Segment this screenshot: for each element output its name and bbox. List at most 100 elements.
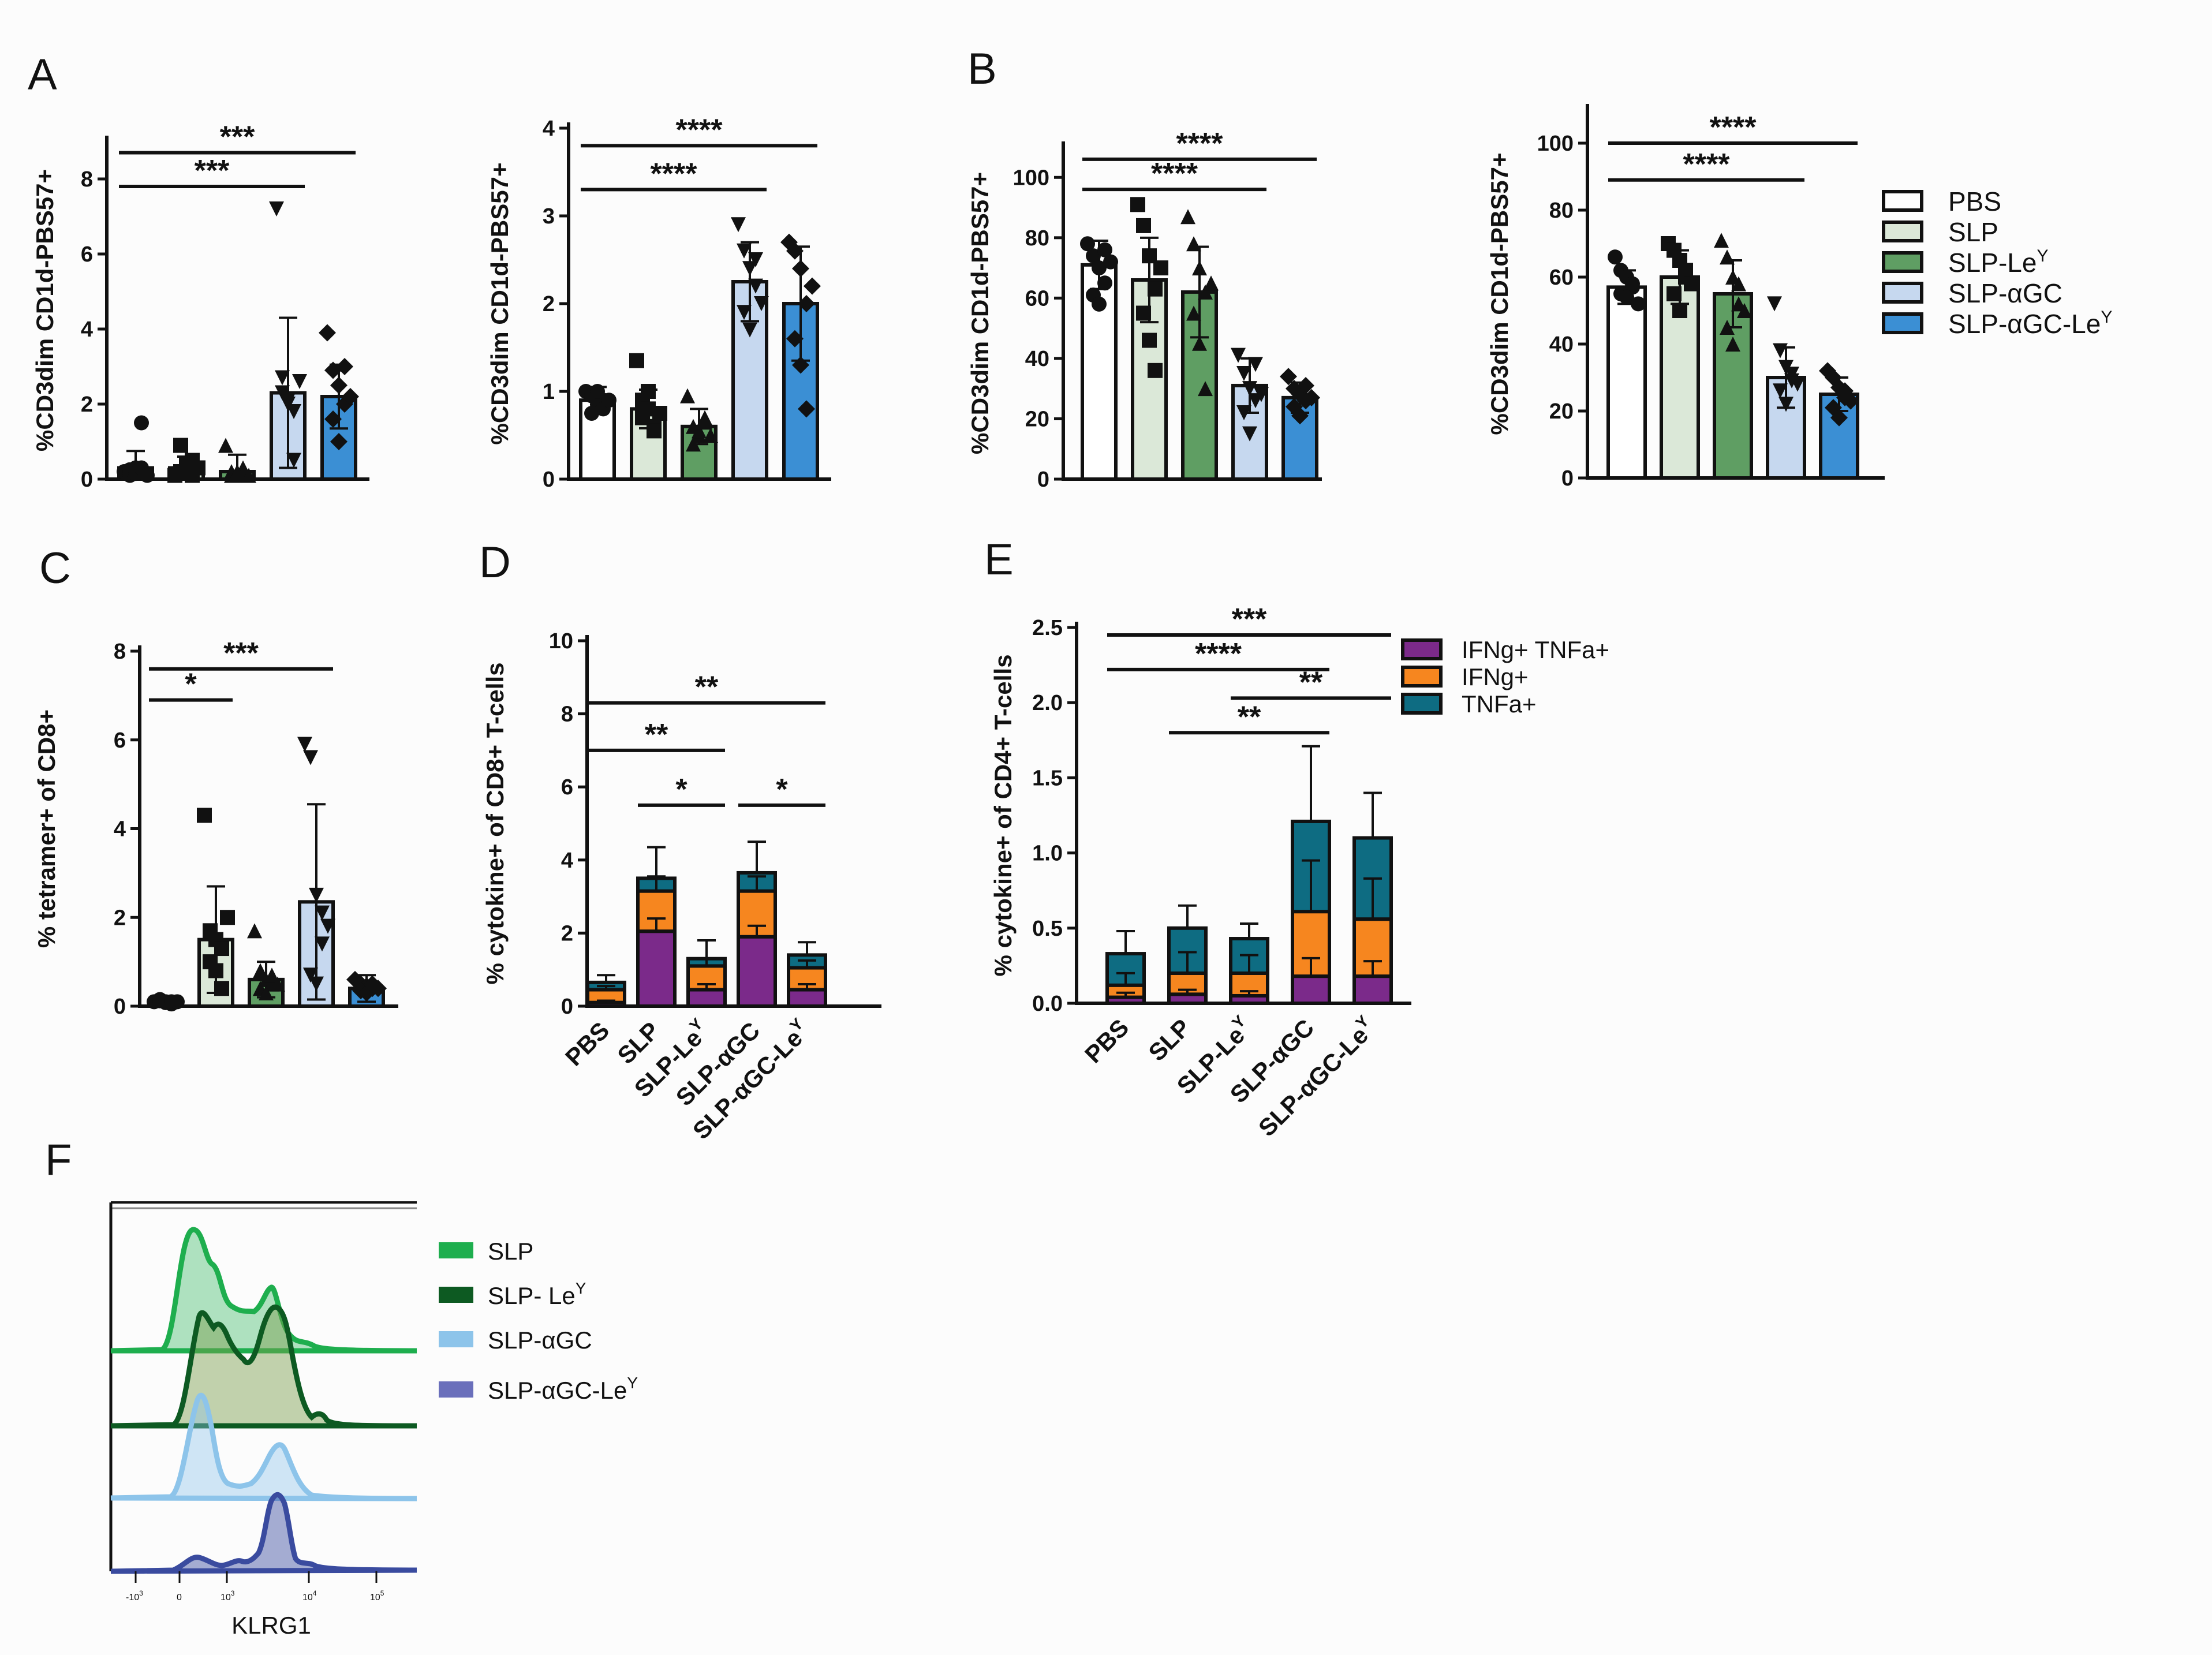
data-point — [737, 305, 752, 320]
chart-a1: 0 2 4 6 8 %CD3dim CD1d-PBS57+ ****** — [31, 121, 369, 492]
significance-label: * — [185, 668, 197, 701]
data-point — [269, 201, 284, 216]
data-point — [319, 324, 336, 342]
group-legend: PBS SLP SLP-LeY SLP-αGC SLP-αGC-LeY — [1882, 186, 2112, 339]
data-point — [220, 910, 235, 925]
data-point — [140, 468, 155, 483]
significance-label: ** — [1299, 666, 1323, 699]
data-point — [1192, 260, 1207, 276]
hist-xlabel: KLRG1 — [231, 1612, 311, 1639]
data-point — [1731, 276, 1746, 292]
data-point — [1830, 409, 1848, 427]
significance-label: ** — [695, 671, 719, 704]
data-point — [1254, 387, 1269, 402]
bar — [1606, 285, 1647, 480]
stacked-bar-segment — [737, 935, 777, 1008]
data-point — [1148, 281, 1163, 297]
significance-label: **** — [1151, 157, 1198, 190]
data-point — [292, 374, 307, 389]
hist-xtick-neg: -103 — [126, 1589, 143, 1602]
legend-swatch-tnfa — [1401, 693, 1443, 715]
legend-label-slp-ley: SLP-LeY — [1948, 246, 2048, 278]
y-tick-label: 0.0 — [1032, 992, 1063, 1016]
legend-swatch-slp-agc — [1882, 282, 1923, 304]
data-point — [1303, 388, 1320, 406]
legend-label-tnfa: TNFa+ — [1462, 690, 1537, 718]
y-tick-label: 100 — [1537, 132, 1574, 156]
legend-label-slp-agc-ley: SLP-αGC-LeY — [1948, 308, 2112, 339]
hist-curve-slp-ley — [110, 1304, 417, 1429]
data-point — [253, 963, 268, 978]
data-point — [218, 438, 233, 453]
data-point — [1678, 263, 1693, 278]
hist-legend-swatch-slp-agc — [439, 1331, 473, 1347]
data-point — [1236, 405, 1251, 420]
y-tick-label: 0 — [1037, 468, 1049, 492]
y-tick-label: 2 — [543, 292, 555, 316]
legend-swatch-slp-ley — [1882, 251, 1923, 273]
data-point — [786, 242, 804, 260]
data-point — [1086, 248, 1101, 264]
y-tick-label: 2.5 — [1032, 616, 1063, 640]
x-category-label: SLP — [1143, 1014, 1195, 1066]
data-point — [1148, 363, 1163, 378]
panel-label-f: F — [45, 1135, 72, 1185]
y-tick-label: 60 — [1025, 286, 1049, 311]
legend-label-pbs: PBS — [1948, 186, 2001, 216]
data-point — [1092, 260, 1107, 276]
stacked-bar-segment — [1352, 974, 1393, 1006]
data-point — [1672, 303, 1687, 318]
data-point — [697, 414, 712, 430]
y-tick-label: 0 — [561, 995, 573, 1019]
histogram-legend: SLP SLP- LeY SLP-αGC SLP-αGC-LeY — [439, 1238, 638, 1404]
data-point — [1103, 254, 1118, 270]
data-point — [330, 376, 348, 394]
data-point — [680, 388, 695, 404]
data-point — [1142, 333, 1157, 348]
data-point — [369, 980, 387, 998]
data-point — [584, 406, 599, 421]
data-point — [1248, 357, 1263, 372]
data-point — [247, 923, 262, 939]
data-point — [1136, 218, 1151, 233]
data-point — [798, 295, 815, 312]
significance-label: **** — [1710, 111, 1757, 144]
y-tick-label: 2 — [114, 906, 126, 930]
significance-label: *** — [1232, 603, 1267, 636]
data-point — [703, 428, 718, 443]
significance-label: **** — [651, 157, 698, 190]
stacked-bar-segment — [686, 988, 727, 1008]
hist-legend-label-slp: SLP — [488, 1238, 533, 1265]
significance-label: *** — [223, 637, 259, 670]
y-tick-label: 0 — [114, 995, 126, 1019]
hist-xtick-zero: 0 — [177, 1593, 182, 1602]
data-point — [297, 737, 312, 752]
legend-swatch-slp-agc-ley — [1882, 312, 1923, 334]
data-point — [748, 252, 763, 267]
data-point — [320, 918, 335, 934]
data-point — [1297, 376, 1314, 394]
hist-xtick-1e3: 103 — [221, 1589, 235, 1602]
data-point — [1186, 305, 1201, 321]
data-point — [792, 260, 809, 278]
y-tick-label: 0 — [81, 468, 93, 492]
data-point — [315, 936, 330, 952]
data-point — [1204, 275, 1219, 291]
stacked-bar-segment — [1291, 974, 1331, 1006]
data-point — [303, 967, 318, 983]
data-point — [731, 217, 746, 233]
chart-e: 0.0 0.5 1.0 1.5 2.0 2.5 % cytokine+ of CD4+ T-… — [989, 603, 1411, 1142]
y-tick-label: 40 — [1549, 333, 1574, 357]
data-point — [792, 356, 809, 374]
y-tick-label: 4 — [81, 317, 93, 342]
significance-label: *** — [220, 121, 255, 154]
data-point — [1714, 233, 1729, 248]
data-point — [1737, 303, 1752, 318]
data-point — [647, 423, 662, 439]
data-point — [1130, 197, 1145, 212]
significance-label: *** — [195, 154, 230, 188]
panel-label-a: A — [28, 50, 57, 99]
data-point — [286, 453, 301, 468]
